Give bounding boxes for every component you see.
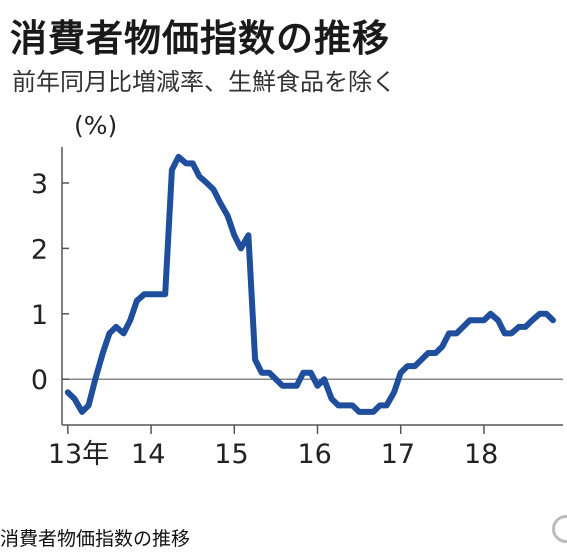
y-tick-label: 1	[31, 300, 48, 331]
image-caption: 消費者物価指数の推移	[0, 528, 191, 550]
y-tick-label: 3	[31, 169, 48, 200]
line-chart: (%) 0 1 2 3 13年 14 15 16 17 18	[31, 111, 563, 470]
cpi-series-points	[67, 156, 554, 412]
cpi-series-line	[64, 153, 556, 415]
chart-title: 消費者物価指数の推移	[10, 17, 390, 60]
x-tick-label: 17	[381, 439, 415, 470]
x-tick-label: 14	[131, 439, 165, 470]
y-tick-label: 0	[31, 365, 48, 396]
x-tick-label: 15	[214, 439, 248, 470]
chart-subtitle: 前年同月比増減率、生鮮食品を除く	[12, 68, 396, 96]
x-tick-label: 13年	[48, 439, 109, 470]
y-tick-label: 2	[31, 234, 48, 265]
x-tick-label: 16	[297, 439, 331, 470]
corner-circle-icon	[552, 515, 567, 543]
y-axis-ticks: 0 1 2 3	[31, 169, 69, 396]
x-axis-ticks: 13年 14 15 16 17 18	[48, 425, 498, 470]
x-tick-label: 18	[464, 439, 498, 470]
y-axis-unit-label: (%)	[74, 111, 117, 140]
